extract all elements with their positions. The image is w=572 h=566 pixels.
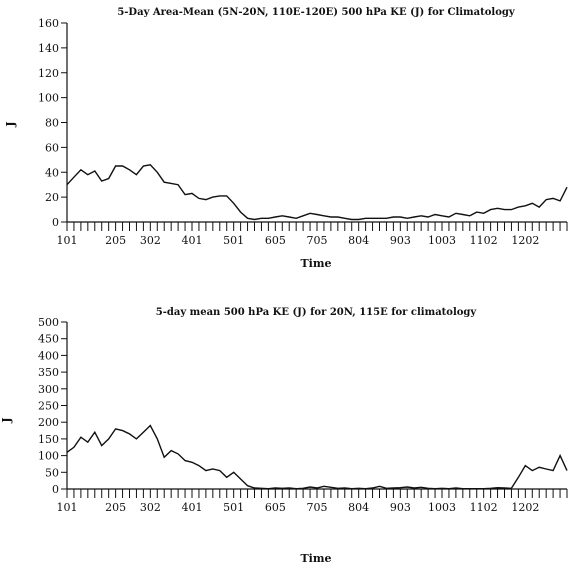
y-tick-label: 450 [38, 333, 59, 346]
y-tick-label: 100 [38, 92, 59, 105]
y-tick-label: 300 [38, 383, 59, 396]
y-tick-label: 150 [38, 433, 59, 446]
y-tick-label: 120 [38, 67, 59, 80]
x-tick-label: 401 [182, 234, 203, 247]
chart-panel-bottom: 5-day mean 500 hPa KE (J) for 20N, 115E … [0, 307, 568, 565]
y-tick-label: 0 [52, 216, 59, 229]
y-axis-label: J [0, 417, 13, 423]
y-tick-label: 0 [52, 483, 59, 496]
x-tick-label: 1202 [511, 234, 539, 247]
chart-title: 5-Day Area-Mean (5N-20N, 110E-120E) 500 … [117, 7, 516, 18]
x-tick-label: 205 [105, 234, 126, 247]
y-tick-label: 140 [38, 42, 59, 55]
y-tick-label: 200 [38, 416, 59, 429]
x-tick-label: 605 [265, 234, 286, 247]
x-tick-label: 1102 [470, 501, 498, 514]
x-tick-label: 903 [390, 501, 411, 514]
x-tick-label: 302 [140, 501, 161, 514]
x-tick-label: 302 [140, 234, 161, 247]
x-tick-label: 1202 [511, 501, 539, 514]
y-tick-label: 60 [45, 141, 59, 154]
x-tick-label: 804 [348, 501, 369, 514]
y-tick-label: 80 [45, 117, 59, 130]
x-tick-label: 501 [223, 234, 244, 247]
series-line [66, 164, 568, 221]
y-tick-label: 350 [38, 366, 59, 379]
x-tick-label: 205 [105, 501, 126, 514]
series-line [66, 424, 568, 490]
y-tick-label: 500 [38, 316, 59, 329]
x-tick-label: 1003 [428, 234, 456, 247]
x-axis-label: Time [300, 552, 331, 565]
y-tick-label: 160 [38, 17, 59, 30]
chart-title: 5-day mean 500 hPa KE (J) for 20N, 115E … [156, 307, 478, 318]
y-tick-label: 50 [45, 466, 59, 479]
x-tick-label: 903 [390, 234, 411, 247]
y-tick-label: 100 [38, 450, 59, 463]
x-tick-label: 605 [265, 501, 286, 514]
x-tick-label: 705 [307, 234, 328, 247]
x-tick-label: 501 [223, 501, 244, 514]
x-tick-label: 101 [57, 234, 78, 247]
x-tick-label: 705 [307, 501, 328, 514]
x-tick-label: 804 [348, 234, 369, 247]
x-tick-label: 101 [57, 501, 78, 514]
y-axis-label: J [4, 121, 17, 127]
y-tick-label: 40 [45, 166, 59, 179]
x-tick-label: 1102 [470, 234, 498, 247]
y-tick-label: 250 [38, 400, 59, 413]
x-tick-label: 401 [182, 501, 203, 514]
chart-panel-top: 5-Day Area-Mean (5N-20N, 110E-120E) 500 … [4, 7, 568, 270]
y-tick-label: 20 [45, 191, 59, 204]
x-tick-label: 1003 [428, 501, 456, 514]
y-tick-label: 400 [38, 349, 59, 362]
x-axis-label: Time [300, 257, 331, 270]
